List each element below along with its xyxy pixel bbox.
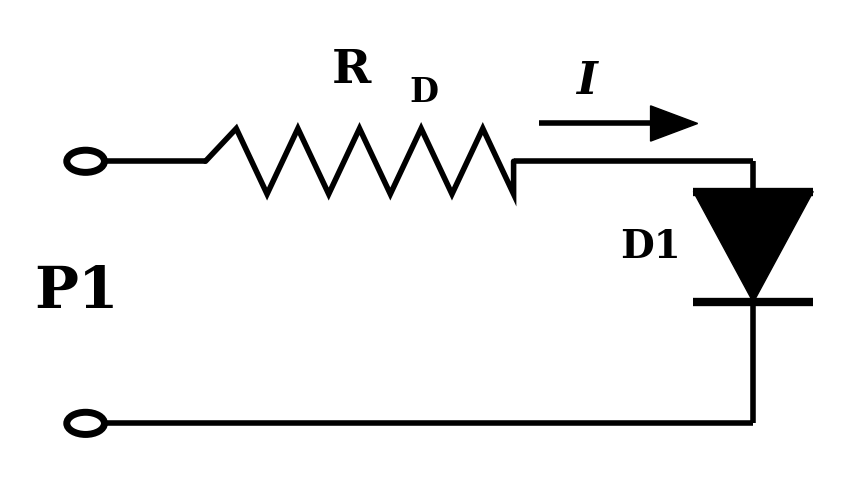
Text: R: R bbox=[331, 47, 371, 93]
Text: D1: D1 bbox=[621, 228, 681, 266]
Text: P1: P1 bbox=[34, 264, 119, 321]
Polygon shape bbox=[693, 192, 813, 302]
Text: D: D bbox=[409, 77, 438, 109]
FancyArrow shape bbox=[651, 106, 698, 141]
Text: I: I bbox=[576, 60, 597, 103]
